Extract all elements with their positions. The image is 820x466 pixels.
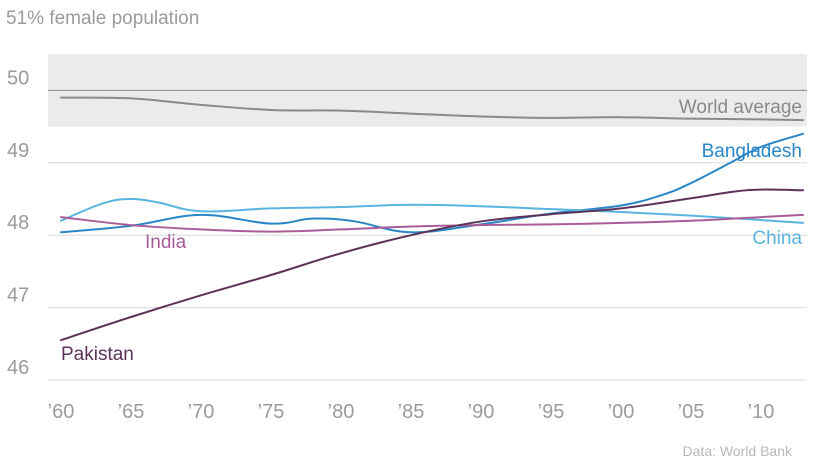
- series-line-india: [60, 213, 804, 233]
- series-line-bangladesh: [60, 132, 804, 234]
- y-tick-label: 49: [7, 140, 29, 162]
- chart-title: 51% female population: [6, 8, 199, 29]
- series-label-china: China: [752, 228, 802, 249]
- x-tick-label: ’05: [678, 401, 705, 423]
- x-tick-label: ’85: [398, 401, 425, 423]
- x-tick-label: ’00: [608, 401, 635, 423]
- gridlines: [48, 162, 807, 381]
- y-tick-label: 47: [7, 285, 29, 307]
- y-tick-label: 48: [7, 212, 29, 234]
- x-tick-label: ’60: [48, 401, 75, 423]
- x-tick-label: ’65: [118, 401, 145, 423]
- series-label-world-average: World average: [679, 97, 802, 118]
- series-line-world-average: [60, 96, 804, 122]
- x-tick-label: ’70: [188, 401, 215, 423]
- x-tick-label: ’95: [538, 401, 565, 423]
- series-line-china: [60, 197, 804, 224]
- series-lines: [60, 96, 804, 342]
- y-axis: 46 47 48 49 50: [7, 67, 29, 379]
- series-label-bangladesh: Bangladesh: [702, 141, 802, 162]
- x-tick-label: ’10: [748, 401, 775, 423]
- source-note: Data: World Bank: [683, 443, 793, 459]
- series-labels: World average Bangladesh China India Pakista…: [61, 97, 802, 365]
- x-tick-label: ’90: [468, 401, 495, 423]
- x-axis: ’60 ’65 ’70 ’75 ’80 ’85 ’90 ’95 ’00 ’05 ’10: [48, 401, 775, 423]
- y-tick-label: 46: [7, 357, 29, 379]
- y-tick-label: 50: [7, 67, 29, 89]
- series-label-india: India: [145, 232, 187, 253]
- x-tick-label: ’80: [328, 401, 355, 423]
- series-line-pakistan: [60, 188, 804, 342]
- x-tick-label: ’75: [258, 401, 285, 423]
- series-label-pakistan: Pakistan: [61, 344, 134, 365]
